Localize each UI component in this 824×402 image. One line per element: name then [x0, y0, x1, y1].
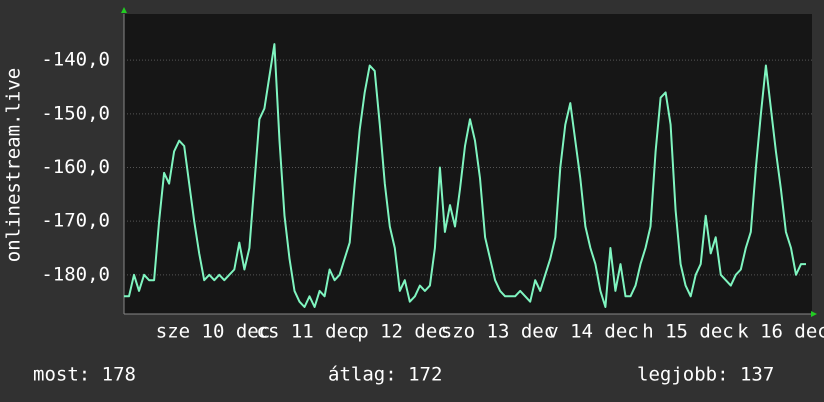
x-tick-label: k 16 dec — [737, 321, 824, 343]
y-tick-label: -150,0 — [41, 102, 110, 124]
y-axis-arrow — [121, 7, 127, 13]
footer-best: legjobb: 137 — [637, 364, 774, 386]
x-axis-arrow — [811, 311, 817, 317]
y-tick-label: -140,0 — [41, 49, 110, 71]
line — [124, 43, 806, 308]
y-tick-label: -170,0 — [41, 210, 110, 232]
x-tick-label: p 12 dec — [357, 321, 449, 343]
x-tick-label: v 14 dec — [547, 321, 639, 343]
y-axis-label: onlinestream.live — [3, 68, 25, 262]
footer-current: most: 178 — [33, 364, 136, 386]
plot-area — [124, 14, 812, 314]
x-tick-label: cs 11 dec — [257, 321, 360, 343]
footer-average: átlag: 172 — [328, 364, 442, 386]
y-tick-label: -160,0 — [41, 156, 110, 178]
y-tick-label: -180,0 — [41, 263, 110, 285]
x-tick-label: h 15 dec — [642, 321, 734, 343]
x-tick-label: sze 10 dec — [156, 321, 270, 343]
x-tick-label: szo 13 dec — [441, 321, 555, 343]
